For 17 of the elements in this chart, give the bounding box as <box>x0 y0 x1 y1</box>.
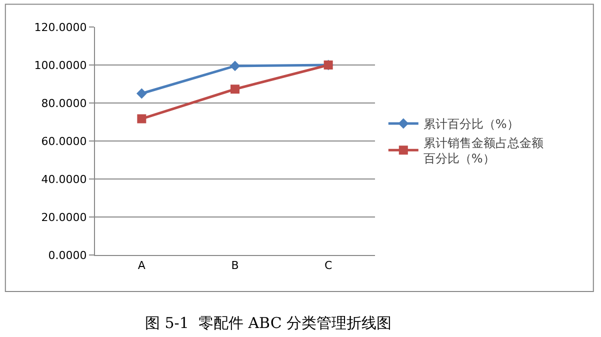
legend-label: 累计百分比（%） <box>423 117 519 132</box>
x-tick-label: C <box>324 259 332 272</box>
point <box>137 114 146 124</box>
y-tick-label: 120.0000 <box>34 20 87 34</box>
y-tick-label: 100.0000 <box>34 58 87 72</box>
y-tick-label: 60.0000 <box>41 134 87 148</box>
y-tick-label: 40.0000 <box>41 172 87 186</box>
x-tick-label: B <box>231 259 239 272</box>
y-tick-label: 80.0000 <box>41 96 87 110</box>
point <box>230 84 240 94</box>
caption: 图 5-1 零配件 ABC 分类管理折线图 <box>145 314 392 332</box>
y-tick-label: 20.0000 <box>41 210 87 224</box>
x-tick-label: A <box>138 259 146 272</box>
point <box>230 60 240 72</box>
y-tick-label: 0.0000 <box>48 248 87 262</box>
legend-label: 累计销售金额占总金额百分比（%） <box>423 136 544 166</box>
point <box>136 88 147 99</box>
